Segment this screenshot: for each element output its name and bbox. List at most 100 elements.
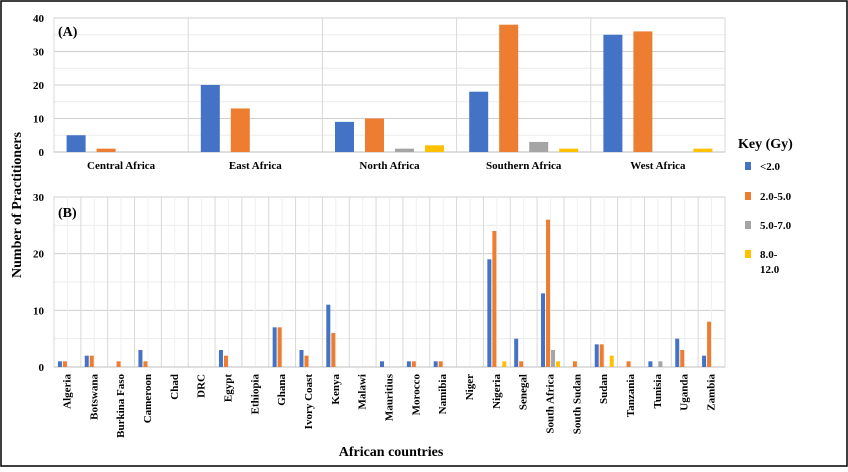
panel-b-grid — [53, 196, 726, 368]
bar-algeria-2-0 — [57, 361, 62, 367]
bar-cameroon-2-0-5-0 — [143, 361, 148, 367]
x-tick-label-namibia: Namibia — [437, 374, 449, 415]
x-tick-label-tunisia: Tunisia — [652, 374, 664, 409]
bar-west-africa-2-0-5-0 — [633, 31, 653, 152]
y-tick-label: 0 — [39, 147, 45, 159]
x-tick-label-ethiopia: Ethiopia — [249, 374, 261, 415]
legend-label-2-5: 2.0-5.0 — [760, 191, 792, 203]
x-tick-label-uganda: Uganda — [679, 374, 691, 411]
bar-west-africa-2-0 — [603, 34, 623, 152]
x-tick-label-west-africa: West Africa — [630, 160, 686, 172]
x-tick-label-egypt: Egypt — [222, 374, 234, 402]
bar-north-africa-5-0-7-0 — [395, 148, 414, 152]
legend-label-5-7: 5.0-7.0 — [760, 220, 792, 232]
bar-east-africa-2-0-5-0 — [230, 108, 250, 152]
bar-botswana-2-0-5-0 — [89, 355, 94, 367]
bar-kenya-2-0-5-0 — [331, 333, 336, 367]
bar-sudan-2-0-5-0 — [599, 344, 604, 367]
legend-swatch-5-7 — [745, 221, 751, 229]
panel-b-chart: 0 10 20 30 Algeria Botswana Burkina Faso Camer… — [33, 192, 726, 438]
bar-southern-africa-2-0-5-0 — [499, 24, 519, 153]
y-tick-label: 20 — [33, 80, 45, 92]
bar-southern-africa-5-0-7-0 — [529, 141, 549, 152]
bar-morocco-2-0 — [406, 361, 411, 367]
bar-southern-africa-8-0-12-0 — [559, 148, 579, 152]
bar-egypt-2-0 — [218, 350, 223, 367]
panel-a-label: (A) — [58, 25, 78, 40]
legend-swatch-2-5 — [745, 192, 751, 200]
x-tick-label-mauritius: Mauritius — [384, 373, 396, 421]
x-tick-label-south-africa: South Africa — [545, 374, 557, 434]
legend-title: Key (Gy) — [738, 137, 793, 152]
bar-uganda-2-0 — [675, 338, 680, 367]
bar-north-africa-2-0 — [335, 121, 354, 152]
bar-botswana-2-0 — [84, 355, 89, 367]
x-tick-label-kenya: Kenya — [330, 374, 342, 405]
legend: Key (Gy) <2.0 2.0-5.0 5.0-7.0 8.0- 12.0 — [738, 137, 793, 276]
panel-b-x-ticks: Algeria Botswana Burkina Faso Cameroon Chad D… — [61, 373, 717, 438]
x-axis-title: African countries — [339, 445, 444, 460]
x-tick-label-north-africa: North Africa — [359, 160, 420, 172]
x-tick-label-southern-africa: Southern Africa — [486, 160, 562, 172]
panel-a-chart: 0 10 20 30 40 Central Africa East Africa North… — [33, 13, 726, 172]
panel-a-x-ticks: Central Africa East Africa North Africa Sou… — [87, 160, 686, 172]
x-tick-label-cameroon: Cameroon — [142, 374, 154, 423]
y-tick-label: 30 — [33, 192, 45, 204]
bar-burkina-faso-2-0-5-0 — [116, 361, 121, 367]
bar-north-africa-8-0-12-0 — [425, 145, 444, 152]
bar-central-africa-2-0 — [66, 135, 86, 152]
x-tick-label-ivory-coast: Ivory Coast — [303, 374, 315, 430]
legend-label-8-12: 8.0- — [760, 249, 778, 261]
bar-namibia-2-0 — [433, 361, 438, 367]
legend-swatch-8-12 — [745, 250, 751, 258]
bar-algeria-2-0-5-0 — [62, 361, 67, 367]
x-tick-label-morocco: Morocco — [410, 374, 422, 416]
bar-east-africa-2-0 — [200, 85, 220, 152]
bar-senegal-2-0-5-0 — [519, 361, 524, 367]
x-tick-label-south-sudan: South Sudan — [571, 374, 583, 434]
panel-b-y-ticks: 0 10 20 30 — [33, 192, 45, 374]
bar-southern-africa-2-0 — [469, 91, 489, 152]
y-axis-title: Number of Practitioners — [10, 131, 25, 277]
x-tick-label-zambia: Zambia — [706, 374, 718, 411]
bar-mauritius-2-0 — [380, 361, 384, 367]
bar-uganda-2-0-5-0 — [680, 350, 685, 367]
bar-ivory-coast-2-0 — [299, 350, 304, 367]
bar-morocco-2-0-5-0 — [411, 361, 416, 367]
bar-zambia-2-0 — [702, 355, 707, 367]
legend-swatch-lt2 — [745, 162, 751, 170]
bar-west-africa-8-0-12-0 — [693, 148, 713, 152]
bar-south-africa-2-0-5-0 — [546, 219, 551, 367]
legend-label-8-12-cont: 12.0 — [760, 264, 780, 276]
bar-tunisia-5-0-7-0 — [658, 361, 663, 367]
x-tick-label-niger: Niger — [464, 374, 476, 400]
x-tick-label-algeria: Algeria — [61, 374, 73, 409]
bar-senegal-2-0 — [514, 338, 519, 367]
panel-b-label: (B) — [58, 206, 77, 221]
x-tick-label-ghana: Ghana — [276, 374, 288, 406]
x-tick-label-nigeria: Nigeria — [491, 374, 503, 409]
x-tick-label-senegal: Senegal — [518, 374, 530, 410]
y-tick-label: 10 — [33, 305, 45, 317]
bar-south-africa-8-0-12-0 — [556, 361, 561, 367]
x-tick-label-malawi: Malawi — [357, 374, 369, 409]
x-tick-label-drc: DRC — [196, 374, 208, 398]
bar-namibia-2-0-5-0 — [438, 361, 443, 367]
bar-north-africa-2-0-5-0 — [365, 118, 384, 152]
bar-egypt-2-0-5-0 — [223, 355, 228, 367]
y-tick-label: 20 — [33, 249, 45, 261]
bar-tanzania-2-0-5-0 — [626, 361, 631, 367]
bar-south-sudan-2-0-5-0 — [572, 361, 577, 367]
x-tick-label-chad: Chad — [169, 374, 181, 400]
bar-ghana-2-0-5-0 — [277, 327, 282, 367]
bar-sudan-2-0 — [594, 344, 599, 367]
bar-tunisia-2-0 — [648, 361, 653, 367]
legend-label-lt2: <2.0 — [760, 161, 781, 173]
panel-b-bars — [57, 219, 712, 367]
bar-sudan-8-0-12-0 — [609, 355, 614, 367]
y-tick-label: 10 — [33, 114, 45, 126]
bar-south-africa-2-0 — [541, 293, 546, 367]
